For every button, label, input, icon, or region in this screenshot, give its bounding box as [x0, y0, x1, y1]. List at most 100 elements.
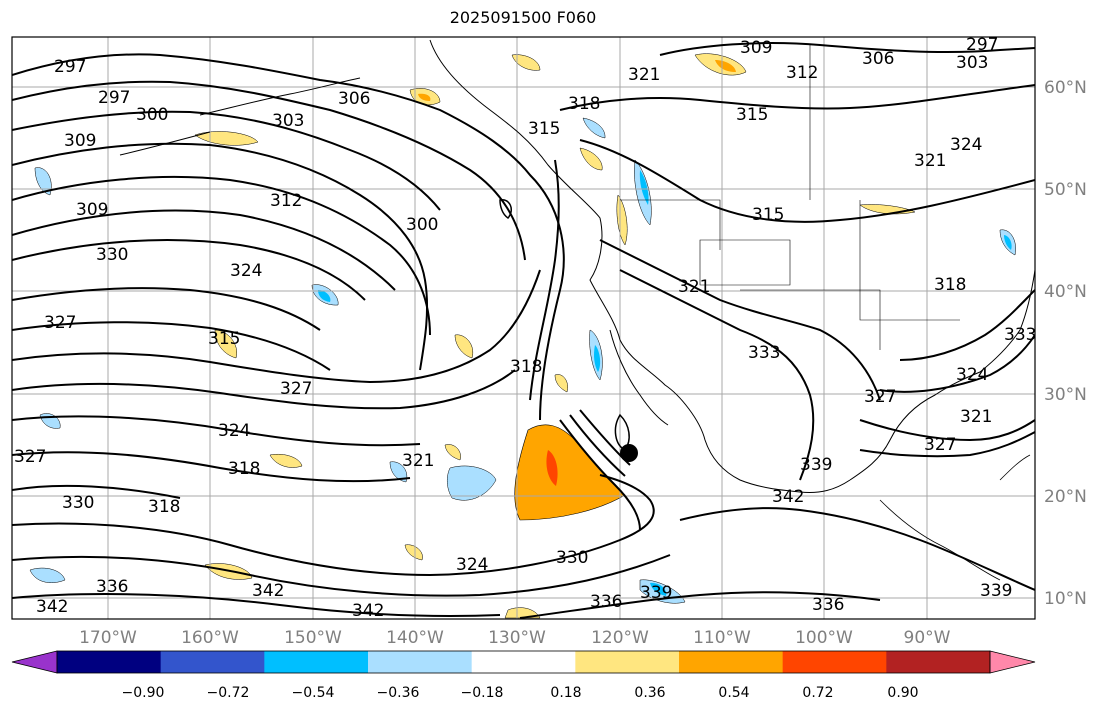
colorbar	[11, 650, 1036, 674]
colorbar-segment	[368, 651, 473, 673]
contour-label: 324	[230, 261, 262, 281]
lat-tick-label: 40°N	[1044, 282, 1087, 302]
contour-label: 336	[96, 577, 128, 597]
contour-label-layer: 297 297 300 303 306 309 309 312 300 324 …	[14, 35, 1036, 621]
contour-label: 315	[208, 329, 240, 349]
contour-label: 321	[914, 151, 946, 171]
colorbar-tick-label: −0.18	[461, 685, 504, 701]
contour-label: 297	[966, 35, 998, 55]
colorbar-tick-label: −0.90	[122, 685, 165, 701]
contour-label: 321	[402, 451, 434, 471]
contour-label: 327	[924, 435, 956, 455]
contour-label: 330	[556, 548, 588, 568]
colorbar-segment	[679, 651, 784, 673]
contour-label: 324	[456, 555, 488, 575]
colorbar-extend-low	[11, 650, 58, 674]
contour-label: 342	[772, 487, 804, 507]
contour-label: 327	[14, 447, 46, 467]
contour-label: 300	[406, 215, 438, 235]
contour-label: 342	[36, 597, 68, 617]
lat-tick-label: 20°N	[1044, 487, 1087, 507]
contour-label: 330	[96, 245, 128, 265]
colorbar-tick-label: −0.54	[292, 685, 335, 701]
contour-label: 303	[956, 53, 988, 73]
contour-label: 339	[640, 583, 672, 603]
colorbar-tick-label: −0.72	[207, 685, 250, 701]
lon-tick-label: 130°W	[488, 628, 546, 648]
colorbar-segment	[471, 651, 576, 673]
contour-label: 306	[862, 49, 894, 69]
lat-tick-label: 60°N	[1044, 78, 1087, 98]
contour-label: 309	[76, 200, 108, 220]
colorbar-tick-label: 0.54	[718, 685, 749, 701]
contour-label: 315	[528, 119, 560, 139]
lon-tick-label: 120°W	[591, 628, 649, 648]
colorbar-tick-label: 0.18	[550, 685, 581, 701]
lon-tick-label: 100°W	[795, 628, 853, 648]
colorbar-segment	[264, 651, 369, 673]
lat-axis: 60°N 50°N 40°N 30°N 20°N 10°N	[1044, 78, 1087, 609]
coastlines	[119, 39, 1035, 581]
colorbar-tick-label: 0.90	[887, 685, 918, 701]
contour-label: 318	[228, 459, 260, 479]
lon-tick-label: 90°W	[904, 628, 951, 648]
contour-label: 333	[748, 343, 780, 363]
lon-tick-label: 160°W	[181, 628, 239, 648]
contour-label: 324	[956, 365, 988, 385]
colorbar-segment	[57, 651, 162, 673]
contour-label: 327	[44, 313, 76, 333]
colorbar-segment	[160, 651, 265, 673]
contour-label: 318	[568, 94, 600, 114]
contour-label: 318	[510, 357, 542, 377]
contour-label: 300	[136, 105, 168, 125]
contour-label: 297	[98, 88, 130, 108]
contour-label: 303	[272, 111, 304, 131]
contour-label: 327	[864, 387, 896, 407]
contour-label: 312	[270, 191, 302, 211]
lat-tick-label: 30°N	[1044, 385, 1087, 405]
map-title: 2025091500 F060	[449, 8, 597, 27]
lon-tick-label: 170°W	[79, 628, 137, 648]
contour-label: 321	[678, 277, 710, 297]
contour-label: 324	[218, 421, 250, 441]
colorbar-labels: −0.90 −0.72 −0.54 −0.36 −0.18 0.18 0.36 …	[122, 685, 919, 701]
colorbar-segment	[575, 651, 680, 673]
contour-label: 333	[1004, 325, 1036, 345]
lon-tick-label: 150°W	[284, 628, 342, 648]
contour-label: 297	[54, 57, 86, 77]
lat-tick-label: 50°N	[1044, 180, 1087, 200]
colorbar-segment	[782, 651, 887, 673]
colorbar-extend-high	[989, 650, 1036, 674]
gridlines	[12, 37, 1035, 619]
colorbar-tick-label: 0.72	[802, 685, 833, 701]
contour-label: 339	[980, 581, 1012, 601]
contour-label: 306	[338, 89, 370, 109]
lon-tick-label: 140°W	[386, 628, 444, 648]
contour-label: 312	[786, 63, 818, 83]
contour-label: 315	[752, 205, 784, 225]
contour-label: 309	[64, 131, 96, 151]
contour-label: 321	[960, 407, 992, 427]
contour-label: 318	[148, 497, 180, 517]
storm-center-marker	[620, 444, 638, 462]
contour-label: 342	[252, 581, 284, 601]
lon-tick-label: 110°W	[693, 628, 751, 648]
contour-label: 315	[736, 105, 768, 125]
contour-label: 324	[950, 135, 982, 155]
contour-label: 321	[628, 65, 660, 85]
colorbar-tick-label: 0.36	[634, 685, 665, 701]
contour-label: 330	[62, 493, 94, 513]
colorbar-tick-label: −0.36	[377, 685, 420, 701]
map-frame	[11, 36, 1036, 620]
contour-label: 342	[352, 601, 384, 621]
contour-label: 318	[934, 275, 966, 295]
contour-label: 336	[590, 592, 622, 612]
lat-tick-label: 10°N	[1044, 589, 1087, 609]
contour-label: 339	[800, 455, 832, 475]
colorbar-frame	[56, 650, 991, 674]
colorbar-segment	[886, 651, 991, 673]
contour-label: 336	[812, 595, 844, 615]
lon-axis: 170°W 160°W 150°W 140°W 130°W 120°W 110°…	[79, 628, 951, 648]
contour-label: 327	[280, 379, 312, 399]
